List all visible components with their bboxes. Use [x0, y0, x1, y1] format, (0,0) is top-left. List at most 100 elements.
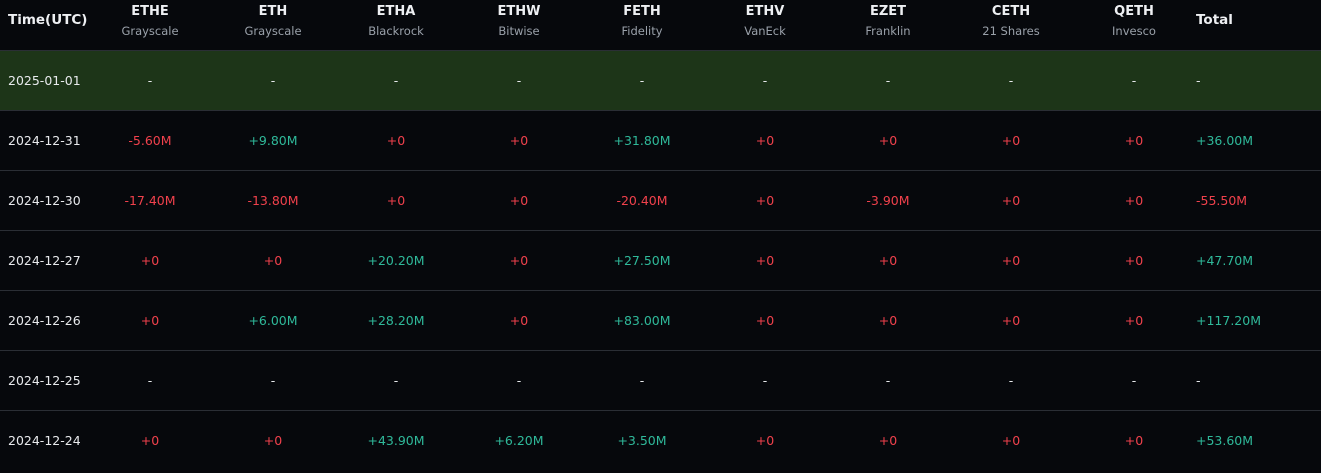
flow-value-feth: -	[639, 73, 645, 88]
flow-value-ceth: -	[1008, 73, 1014, 88]
flow-value-feth: +83.00M	[613, 313, 671, 328]
header-fund-ceth[interactable]: CETH 21 Shares	[961, 0, 1061, 50]
header-fund-ezet[interactable]: EZET Franklin	[838, 0, 938, 50]
header-fund-ethw[interactable]: ETHW Bitwise	[469, 0, 569, 50]
flow-value-ezet: -	[885, 73, 891, 88]
row-date: 2024-12-27	[8, 253, 81, 268]
flow-value-ethw: +0	[509, 133, 529, 148]
row-total: +36.00M	[1196, 133, 1254, 148]
flow-value-qeth: +0	[1124, 253, 1144, 268]
fund-ticker: CETH	[991, 4, 1031, 19]
row-total: -	[1196, 373, 1201, 388]
flow-value-etha: +0	[386, 133, 406, 148]
flow-value-feth: +27.50M	[613, 253, 671, 268]
table-row[interactable]: 2024-12-27 +0 +0 +20.20M +0 +27.50M +0 +0 +0 +0 +4…	[0, 230, 1321, 290]
flow-value-ethw: +6.20M	[494, 433, 544, 448]
flow-value-feth: -20.40M	[616, 193, 668, 208]
table-row[interactable]: 2024-12-31 -5.60M +9.80M +0 +0 +31.80M +0 +0 +0 +…	[0, 110, 1321, 170]
flow-value-qeth: +0	[1124, 193, 1144, 208]
flow-value-feth: +31.80M	[613, 133, 671, 148]
flow-value-ethe: -5.60M	[128, 133, 172, 148]
header-fund-qeth[interactable]: QETH Invesco	[1084, 0, 1184, 50]
flow-value-eth: +9.80M	[248, 133, 298, 148]
flow-value-qeth: -	[1131, 373, 1137, 388]
flow-value-qeth: +0	[1124, 133, 1144, 148]
flow-value-eth: +0	[263, 253, 283, 268]
flow-value-ezet: +0	[878, 133, 898, 148]
header-total-label: Total	[1196, 12, 1233, 28]
row-date: 2024-12-24	[8, 433, 81, 448]
header-fund-etha[interactable]: ETHA Blackrock	[346, 0, 446, 50]
flow-value-ezet: +0	[878, 433, 898, 448]
flow-value-feth: +3.50M	[617, 433, 667, 448]
flow-value-ceth: -	[1008, 373, 1014, 388]
flow-value-ceth: +0	[1001, 193, 1021, 208]
fund-issuer: Blackrock	[368, 24, 424, 38]
row-date: 2024-12-26	[8, 313, 81, 328]
flow-value-ceth: +0	[1001, 253, 1021, 268]
flow-value-feth: -	[639, 373, 645, 388]
fund-issuer: Grayscale	[121, 24, 179, 38]
header-time[interactable]: Time(UTC)	[8, 0, 108, 50]
row-date: 2024-12-30	[8, 193, 81, 208]
flow-value-ezet: +0	[878, 253, 898, 268]
flow-value-ceth: +0	[1001, 133, 1021, 148]
flow-value-eth: +0	[263, 433, 283, 448]
flow-value-eth: -	[270, 373, 276, 388]
flow-value-ethv: +0	[755, 433, 775, 448]
row-total: -55.50M	[1196, 193, 1248, 208]
flow-value-qeth: +0	[1124, 313, 1144, 328]
flow-value-etha: -	[393, 373, 399, 388]
flow-value-ezet: +0	[878, 313, 898, 328]
table-row[interactable]: 2024-12-25 - - - - - - - - - -	[0, 350, 1321, 410]
flow-value-ethe: +0	[140, 313, 160, 328]
flow-value-ethv: +0	[755, 193, 775, 208]
header-fund-eth[interactable]: ETH Grayscale	[223, 0, 323, 50]
fund-ticker: FETH	[623, 4, 661, 19]
fund-ticker: ETHA	[376, 4, 416, 19]
flow-value-ethe: -	[147, 373, 153, 388]
flow-value-ceth: +0	[1001, 313, 1021, 328]
fund-ticker: ETHV	[745, 4, 785, 19]
flow-value-eth: -	[270, 73, 276, 88]
flow-value-ethv: -	[762, 373, 768, 388]
flow-value-ethv: +0	[755, 253, 775, 268]
fund-ticker: ETHW	[497, 4, 541, 19]
row-total: +47.70M	[1196, 253, 1254, 268]
fund-issuer: Grayscale	[244, 24, 302, 38]
row-total: -	[1196, 73, 1201, 88]
flow-value-etha: +28.20M	[367, 313, 425, 328]
flow-value-ethw: -	[516, 73, 522, 88]
fund-ticker: QETH	[1114, 4, 1154, 19]
flow-value-etha: -	[393, 73, 399, 88]
flow-value-ezet: -	[885, 373, 891, 388]
flow-value-ethv: +0	[755, 133, 775, 148]
flow-value-qeth: -	[1131, 73, 1137, 88]
header-fund-ethv[interactable]: ETHV VanEck	[715, 0, 815, 50]
flow-value-ceth: +0	[1001, 433, 1021, 448]
flow-value-etha: +0	[386, 193, 406, 208]
flow-value-ethw: +0	[509, 253, 529, 268]
fund-ticker: ETHE	[131, 4, 169, 19]
header-fund-ethe[interactable]: ETHE Grayscale	[100, 0, 200, 50]
table-row[interactable]: 2024-12-26 +0 +6.00M +28.20M +0 +83.00M +0 +0 +0…	[0, 290, 1321, 350]
fund-issuer: 21 Shares	[982, 24, 1040, 38]
header-total[interactable]: Total	[1196, 0, 1296, 50]
flow-value-eth: -13.80M	[247, 193, 299, 208]
flow-value-ethe: +0	[140, 433, 160, 448]
header-fund-feth[interactable]: FETH Fidelity	[592, 0, 692, 50]
fund-issuer: VanEck	[744, 24, 786, 38]
flow-value-etha: +43.90M	[367, 433, 425, 448]
flow-value-ethe: -17.40M	[124, 193, 176, 208]
table-row[interactable]: 2024-12-24 +0 +0 +43.90M +6.20M +3.50M +0 +0 +0 +…	[0, 410, 1321, 470]
row-date: 2024-12-31	[8, 133, 81, 148]
flow-value-ethv: -	[762, 73, 768, 88]
flow-value-ezet: -3.90M	[866, 193, 910, 208]
table-row[interactable]: 2024-12-30 -17.40M -13.80M +0 +0 -20.40M +0 -3.…	[0, 170, 1321, 230]
header-time-label: Time(UTC)	[8, 12, 88, 28]
flow-value-ethe: -	[147, 73, 153, 88]
fund-ticker: ETH	[258, 4, 288, 19]
table-row[interactable]: 2025-01-01 - - - - - - - - - -	[0, 50, 1321, 110]
fund-issuer: Fidelity	[621, 24, 663, 38]
